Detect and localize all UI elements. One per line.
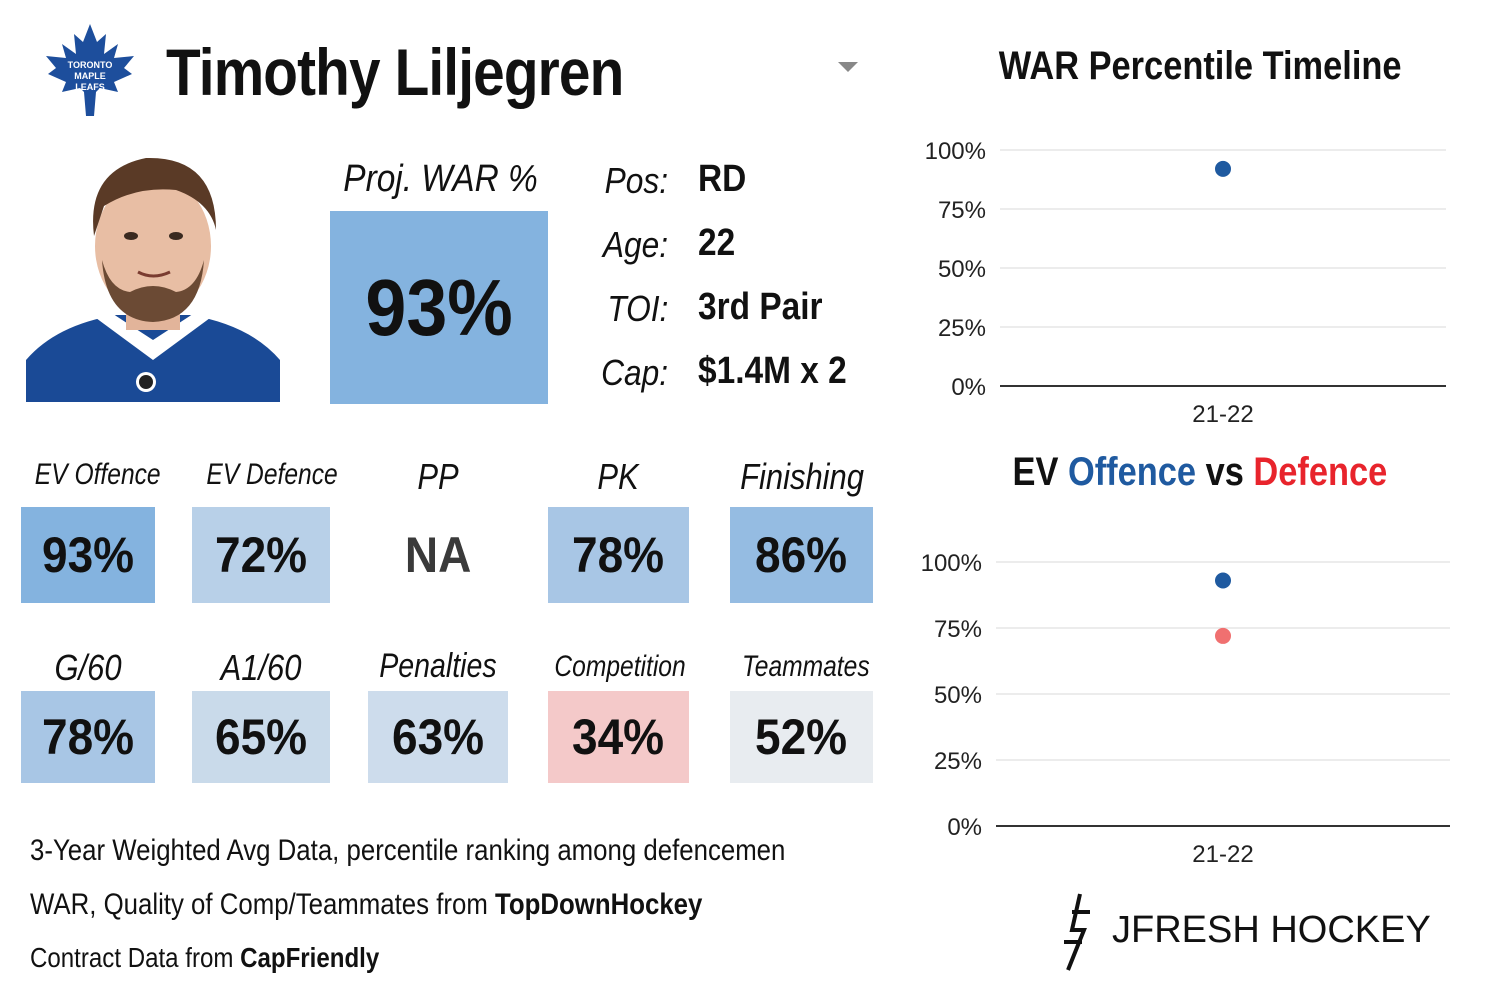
toi-label: TOI: <box>606 288 668 329</box>
stat-value-penalties: 63% <box>391 709 485 765</box>
age-value: 22 <box>698 222 736 264</box>
chart-ev-offence-defence: 100% 75% 50% 25% 0% 21-22 <box>900 540 1470 880</box>
chart-war-y-tick-label: 50% <box>938 256 986 283</box>
player-photo <box>26 150 280 402</box>
cap-label: Cap: <box>601 352 668 393</box>
chart-ev-title-part-3: vs <box>1196 450 1254 494</box>
team-logo: TORONTO MAPLE LEAFS <box>44 22 136 118</box>
stat-tile-ev-offence: 93% <box>21 507 155 603</box>
pos-value: RD <box>698 158 747 200</box>
logo-text-2: MAPLE <box>74 71 106 81</box>
chart-war-y-tick-label: 100% <box>925 138 986 165</box>
logo-text-1: TORONTO <box>68 60 113 70</box>
stat-tile-finishing: 86% <box>730 507 873 603</box>
proj-war-value: 93% <box>365 262 513 352</box>
footer-note-3-prefix: Contract Data from <box>30 942 241 973</box>
chart-ev-y-tick-label: 75% <box>934 616 982 643</box>
chart-war-title: WAR Percentile Timeline <box>998 44 1402 88</box>
chart-ev-point-defence <box>1215 627 1231 644</box>
stat-value-finishing: 86% <box>755 527 848 583</box>
stat-tile-g60: 78% <box>21 691 155 783</box>
footer-note-3: Contract Data from CapFriendly <box>30 942 436 974</box>
chart-war-point-war <box>1215 160 1231 177</box>
stat-tile-pp: NA <box>368 507 508 603</box>
brand-mark-icon <box>1064 893 1090 971</box>
stat-value-ev-offence: 93% <box>41 527 135 583</box>
stat-tile-penalties: 63% <box>368 691 508 783</box>
chart-war-timeline: 100% 75% 50% 25% 0% 21-22 <box>900 130 1470 440</box>
stat-label-pk: PK <box>597 456 640 497</box>
stat-tile-teammates: 52% <box>730 691 873 783</box>
stat-tile-competition: 34% <box>548 691 689 783</box>
chart-ev-y-tick-label: 0% <box>947 814 982 841</box>
stat-label-ev-offence: EV Offence <box>34 458 161 491</box>
chart-ev-point-offence <box>1215 572 1231 589</box>
chart-war-y-tick-label: 25% <box>938 315 986 342</box>
proj-war-label: Proj. WAR % <box>343 158 538 200</box>
brand-logo: JFRESH HOCKEY <box>1050 890 1470 974</box>
stat-value-pp: NA <box>404 527 472 583</box>
chart-ev-y-tick-label: 25% <box>934 748 982 775</box>
stat-label-finishing: Finishing <box>740 456 864 497</box>
stat-label-teammates: Teammates <box>742 650 870 683</box>
stat-value-ev-defence: 72% <box>214 527 308 583</box>
footer-note-1: 3-Year Weighted Avg Data, percentile ran… <box>30 834 786 867</box>
logo-text-3: LEAFS <box>75 82 105 92</box>
chart-war-y-tick-label: 75% <box>938 197 986 224</box>
stat-value-teammates: 52% <box>755 709 848 765</box>
footer-note-2: WAR, Quality of Comp/Teammates from TopD… <box>30 888 812 922</box>
chart-ev-title-part-1: EV <box>1012 450 1069 494</box>
chart-war-y-tick-label: 0% <box>951 374 986 401</box>
chart-ev-title-part-4: Defence <box>1253 450 1388 494</box>
chart-ev-title: EV Offence vs Defence <box>930 450 1470 495</box>
stat-label-penalties: Penalties <box>379 647 497 685</box>
stat-tile-a160: 65% <box>192 691 330 783</box>
source-topdownhockey: TopDownHockey <box>495 888 703 921</box>
maple-leaf-icon <box>46 24 134 116</box>
brand-name: JFRESH HOCKEY <box>1112 909 1431 951</box>
stat-value-competition: 34% <box>572 709 665 765</box>
stat-tile-ev-defence: 72% <box>192 507 330 603</box>
stat-label-g60: G/60 <box>54 647 122 688</box>
stat-label-ev-defence: EV Defence <box>206 458 338 491</box>
chart-ev-y-tick-label: 100% <box>921 550 982 577</box>
chart-ev-title-part-2: Offence <box>1068 450 1197 494</box>
proj-war-tile: 93% <box>330 211 548 404</box>
stat-label-a160: A1/60 <box>220 647 302 688</box>
chart-ev-x-tick-label: 21-22 <box>1192 841 1253 868</box>
chart-ev-y-tick-label: 50% <box>934 682 982 709</box>
footer-note-2-prefix: WAR, Quality of Comp/Teammates from <box>30 888 496 921</box>
pos-label: Pos: <box>604 160 668 201</box>
age-label: Age: <box>602 224 668 265</box>
cap-value: $1.4M x 2 <box>698 350 847 392</box>
stat-tile-pk: 78% <box>548 507 689 603</box>
source-capfriendly: CapFriendly <box>240 942 380 973</box>
stat-value-pk: 78% <box>572 527 665 583</box>
chevron-down-icon[interactable] <box>838 62 858 72</box>
stat-label-pp: PP <box>417 456 459 497</box>
stat-label-competition: Competition <box>554 650 686 683</box>
stat-value-g60: 78% <box>41 709 135 765</box>
player-name: Timothy Liljegren <box>166 35 624 109</box>
toi-value: 3rd Pair <box>698 286 823 328</box>
stat-value-a160: 65% <box>214 709 308 765</box>
chart-war-x-tick-label: 21-22 <box>1192 401 1253 428</box>
